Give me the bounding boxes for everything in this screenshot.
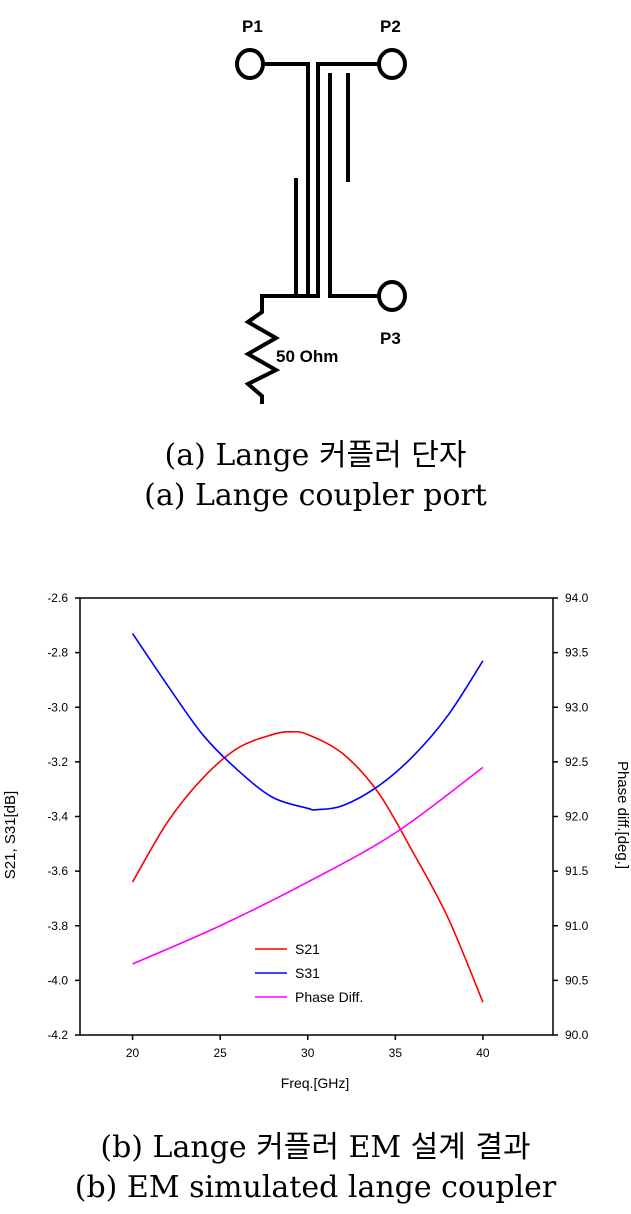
x-axis-label: Freq.[GHz] bbox=[281, 1075, 349, 1091]
s-parameter-chart: 20 25 30 35 40 -2.6 -2.8 -3.0 -3.2 -3.4 -3.6 -3.8 -4… bbox=[2, 591, 631, 1091]
legend-label-s31: S31 bbox=[295, 965, 320, 981]
y-tick-label-left: -3.6 bbox=[47, 864, 68, 878]
port-label-p3: P3 bbox=[380, 329, 401, 348]
y-tick-label-right: 92.0 bbox=[565, 810, 589, 824]
legend-label-phase-diff: Phase Diff. bbox=[295, 989, 363, 1005]
y-tick-label-left: -3.0 bbox=[47, 700, 68, 714]
series-line-s21 bbox=[131, 730, 484, 1003]
y-tick-label-right: 90.5 bbox=[565, 973, 589, 987]
figure-b-caption-english: (b) EM simulated lange coupler bbox=[74, 1170, 557, 1205]
legend-label-s21: S21 bbox=[295, 941, 320, 957]
figure-a-caption-english: (a) Lange coupler port bbox=[144, 478, 487, 513]
y-tick-label-right: 94.0 bbox=[565, 591, 589, 605]
y-tick-label-left: -3.8 bbox=[47, 919, 68, 933]
y-tick-label-left: -3.2 bbox=[47, 755, 68, 769]
port-label-p2: P2 bbox=[380, 17, 401, 36]
y-tick-label-right: 91.0 bbox=[565, 919, 589, 933]
port-p2-circle bbox=[377, 48, 407, 80]
chart-series bbox=[131, 633, 484, 1003]
y-tick-label-right: 90.0 bbox=[565, 1028, 589, 1042]
figure-b-caption-korean: (b) Lange 커플러 EM 설계 결과 bbox=[100, 1130, 531, 1165]
figure-a-caption-korean: (a) Lange 커플러 단자 bbox=[164, 438, 467, 473]
y-tick-label-right: 93.5 bbox=[565, 646, 589, 660]
port-p3-circle bbox=[377, 280, 407, 312]
y-axis-label-left: S21, S31[dB] bbox=[2, 791, 19, 879]
x-tick-label: 30 bbox=[301, 1046, 315, 1060]
x-tick-label: 40 bbox=[476, 1046, 490, 1060]
y-tick-label-right: 93.0 bbox=[565, 700, 589, 714]
series-line-phase-diff bbox=[132, 766, 484, 965]
y-tick-label-right: 91.5 bbox=[565, 864, 589, 878]
y-tick-label-left: -2.8 bbox=[47, 646, 68, 660]
port-p1-circle bbox=[235, 48, 265, 80]
x-tick-label: 35 bbox=[389, 1046, 403, 1060]
y-tick-label-left: -4.0 bbox=[47, 973, 68, 987]
resistor-zigzag bbox=[243, 294, 281, 404]
x-tick-label: 25 bbox=[213, 1046, 227, 1060]
lange-coupler-schematic: P1 P2 P3 50 Ohm bbox=[235, 17, 407, 404]
resistor-label: 50 Ohm bbox=[276, 347, 338, 366]
y-axis-label-right: Phase diff.[deg.] bbox=[614, 761, 631, 869]
port-label-p1: P1 bbox=[242, 17, 263, 36]
y-tick-label-left: -3.4 bbox=[47, 810, 68, 824]
axis-ticks: 20 25 30 35 40 -2.6 -2.8 -3.0 -3.2 -3.4 -3.6 -3.8 -4… bbox=[47, 591, 588, 1060]
x-tick-label: 20 bbox=[126, 1046, 140, 1060]
chart-legend: S21 S31 Phase Diff. bbox=[255, 941, 363, 1005]
series-line-s31 bbox=[131, 633, 484, 811]
y-tick-label-left: -4.2 bbox=[47, 1028, 68, 1042]
y-tick-label-left: -2.6 bbox=[47, 591, 68, 605]
y-tick-label-right: 92.5 bbox=[565, 755, 589, 769]
